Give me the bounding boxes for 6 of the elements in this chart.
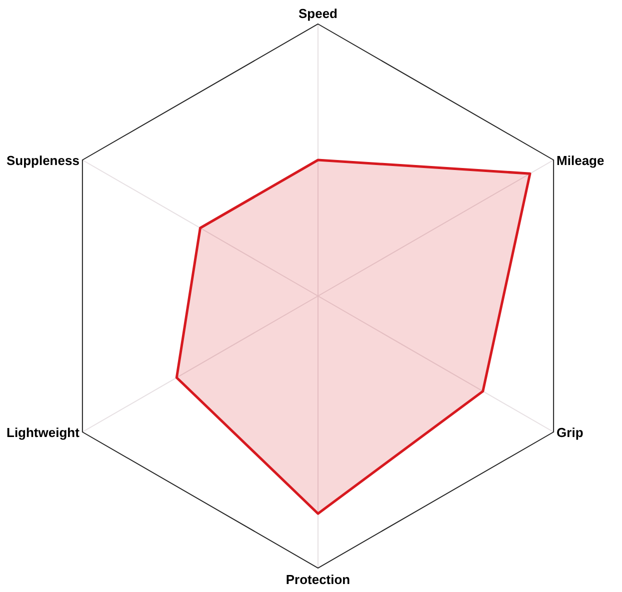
spoke-label: Lightweight [6, 425, 80, 440]
spoke-label: Protection [286, 572, 350, 587]
spoke-label: Suppleness [6, 153, 80, 168]
spoke-label: Grip [556, 425, 584, 440]
spoke-label: Mileage [556, 153, 604, 168]
spoke-label: Speed [298, 6, 338, 21]
